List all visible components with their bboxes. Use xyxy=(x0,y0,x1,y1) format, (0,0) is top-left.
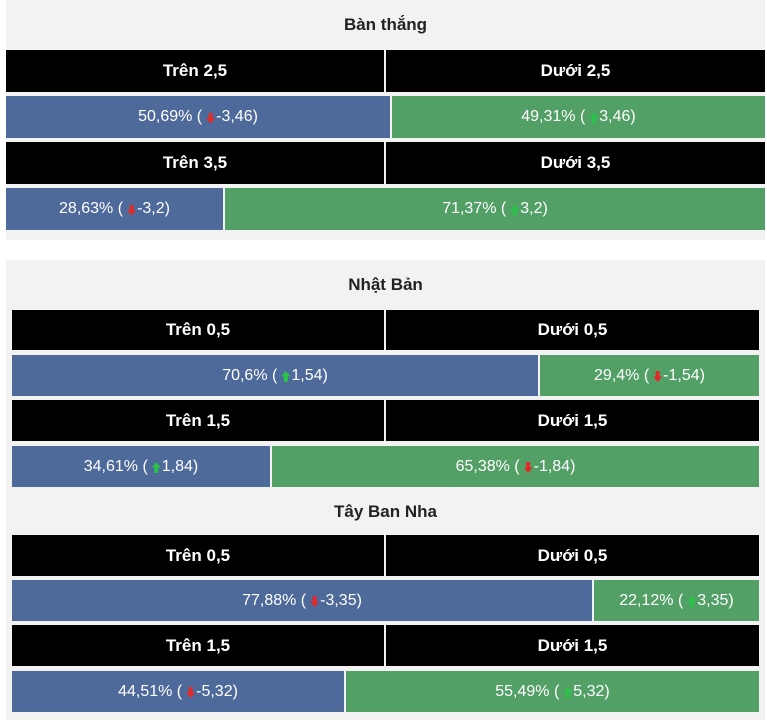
header-row: Trên 3,5 Dưới 3,5 xyxy=(6,142,765,184)
over-header: Trên 1,5 xyxy=(12,625,384,666)
change-value: 5,32 xyxy=(573,682,605,700)
change-value: -3,35 xyxy=(320,591,357,609)
under-header: Dưới 3,5 xyxy=(386,142,765,184)
over-header: Trên 0,5 xyxy=(12,535,384,576)
odds-bar: 77,88% (-3,35) 22,12% (3,35) xyxy=(12,580,759,621)
under-percentage-bar: 22,12% (3,35) xyxy=(594,580,759,621)
arrow-up-icon xyxy=(687,596,697,607)
over-percentage-bar: 70,6% (1,54) xyxy=(12,355,538,396)
percentage-value: 29,4% xyxy=(594,366,640,384)
under-percentage-bar: 71,37% (3,2) xyxy=(225,188,765,230)
over-percentage-bar: 77,88% (-3,35) xyxy=(12,580,592,621)
arrow-down-icon xyxy=(127,204,137,216)
under-percentage-bar: 55,49% (5,32) xyxy=(346,671,759,712)
arrow-down-icon xyxy=(310,596,320,607)
percentage-value: 49,31% xyxy=(521,108,576,125)
percentage-value: 44,51% xyxy=(118,682,173,700)
change-value: -3,46 xyxy=(216,108,253,125)
arrow-up-icon xyxy=(589,112,599,124)
percentage-value: 50,69% xyxy=(138,108,193,125)
percentage-value: 77,88% xyxy=(242,591,297,609)
over-percentage-bar: 28,63% (-3,2) xyxy=(6,188,223,230)
under-percentage-bar: 49,31% (3,46) xyxy=(392,96,765,138)
change-value: 3,35 xyxy=(697,591,729,609)
over-header: Trên 2,5 xyxy=(6,50,384,92)
change-value: -3,2 xyxy=(137,200,165,217)
over-percentage-bar: 34,61% (1,84) xyxy=(12,446,270,487)
percentage-value: 70,6% xyxy=(222,366,268,384)
odds-bar: 70,6% (1,54) 29,4% (-1,54) xyxy=(12,355,759,396)
odds-bar: 34,61% (1,84) 65,38% (-1,84) xyxy=(12,446,759,487)
over-percentage-bar: 50,69% (-3,46) xyxy=(6,96,390,138)
arrow-down-icon xyxy=(523,462,533,473)
percentage-value: 28,63% xyxy=(59,200,114,217)
section-title-nhat-ban: Nhật Bản xyxy=(348,275,423,294)
arrow-up-icon xyxy=(563,687,573,698)
header-row: Trên 0,5 Dưới 0,5 xyxy=(12,535,759,576)
arrow-down-icon xyxy=(206,112,216,124)
over-percentage-bar: 44,51% (-5,32) xyxy=(12,671,344,712)
under-header: Dưới 0,5 xyxy=(386,310,759,350)
arrow-down-icon xyxy=(186,687,196,698)
odds-bar: 28,63% (-3,2) 71,37% (3,2) xyxy=(6,188,765,230)
over-header: Trên 0,5 xyxy=(12,310,384,350)
under-percentage-bar: 65,38% (-1,84) xyxy=(272,446,759,487)
change-value: -1,54 xyxy=(663,366,700,384)
header-row: Trên 0,5 Dưới 0,5 xyxy=(12,310,759,350)
under-header: Dưới 2,5 xyxy=(386,50,765,92)
change-value: 3,46 xyxy=(599,108,631,125)
change-value: 3,2 xyxy=(520,200,543,217)
change-value: 1,84 xyxy=(161,457,193,475)
arrow-down-icon xyxy=(653,371,663,382)
under-header: Dưới 0,5 xyxy=(386,535,759,576)
percentage-value: 34,61% xyxy=(83,457,138,475)
over-header: Trên 3,5 xyxy=(6,142,384,184)
percentage-value: 55,49% xyxy=(495,682,550,700)
section-title-tay-ban-nha: Tây Ban Nha xyxy=(334,502,437,521)
arrow-up-icon xyxy=(281,371,291,382)
change-value: -1,84 xyxy=(533,457,571,475)
under-header: Dưới 1,5 xyxy=(386,400,759,441)
under-percentage-bar: 29,4% (-1,54) xyxy=(540,355,759,396)
percentage-value: 65,38% xyxy=(455,457,510,475)
arrow-up-icon xyxy=(510,204,520,216)
arrow-up-icon xyxy=(151,462,161,473)
over-header: Trên 1,5 xyxy=(12,400,384,441)
header-row: Trên 1,5 Dưới 1,5 xyxy=(12,625,759,666)
odds-bar: 50,69% (-3,46) 49,31% (3,46) xyxy=(6,96,765,138)
section-title-ban-thang: Bàn thắng xyxy=(343,15,428,34)
under-header: Dưới 1,5 xyxy=(386,625,759,666)
change-value: 1,54 xyxy=(291,366,323,384)
header-row: Trên 1,5 Dưới 1,5 xyxy=(12,400,759,441)
header-row: Trên 2,5 Dưới 2,5 xyxy=(6,50,765,92)
percentage-value: 71,37% xyxy=(442,200,497,217)
odds-bar: 44,51% (-5,32) 55,49% (5,32) xyxy=(12,671,759,712)
change-value: -5,32 xyxy=(196,682,233,700)
percentage-value: 22,12% xyxy=(619,591,674,609)
